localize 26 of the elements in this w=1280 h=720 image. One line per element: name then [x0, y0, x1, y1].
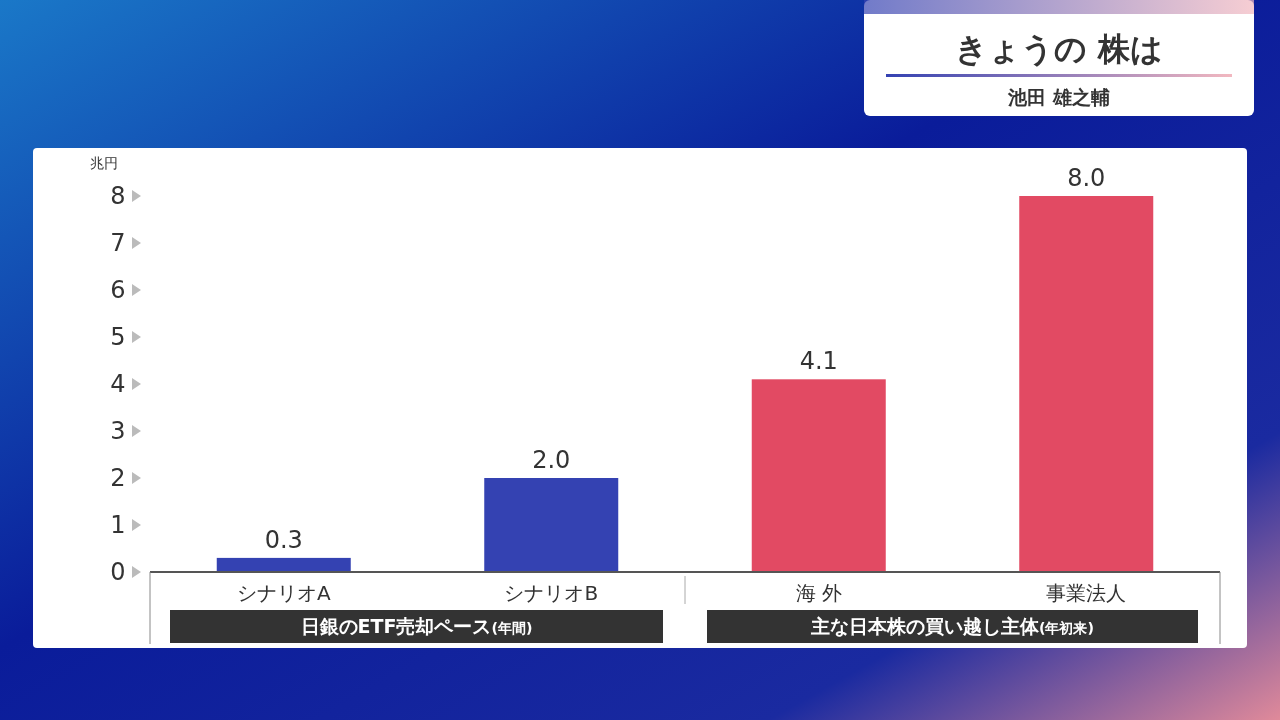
y-tick-label: 3 — [110, 417, 126, 446]
text: 日銀のETF売却ペース(年間) — [300, 615, 533, 637]
y-tick-label: 5 — [110, 323, 126, 352]
y-axis-title: 兆円 — [90, 155, 118, 171]
data-label: 4.1 — [799, 347, 838, 376]
chart-subtitle: 池田 雄之輔 — [1007, 86, 1110, 108]
y-tick-label: 8 — [110, 182, 126, 211]
y-tick-label: 0 — [110, 558, 126, 587]
x-tick-label: シナリオA — [236, 581, 331, 605]
chart-title: きょうの 株は — [954, 30, 1164, 68]
x-tick-label: シナリオB — [504, 581, 599, 605]
data-label: 2.0 — [532, 446, 571, 474]
y-tick-label: 4 — [110, 370, 126, 399]
bar — [751, 379, 886, 572]
bar — [216, 557, 351, 572]
x-tick-label: 海 外 — [795, 581, 842, 605]
y-tick-label: 1 — [110, 511, 126, 540]
y-tick-label: 7 — [110, 229, 126, 258]
y-tick-label: 2 — [110, 464, 126, 493]
data-label: 0.3 — [264, 525, 303, 554]
y-tick-label: 6 — [110, 276, 126, 305]
data-label: 8.0 — [1067, 164, 1106, 192]
text: 主な日本株の買い越し主体(年初来) — [809, 615, 1095, 637]
bar — [1019, 196, 1154, 572]
x-tick-label: 事業法人 — [1046, 581, 1127, 605]
bar — [484, 478, 619, 572]
